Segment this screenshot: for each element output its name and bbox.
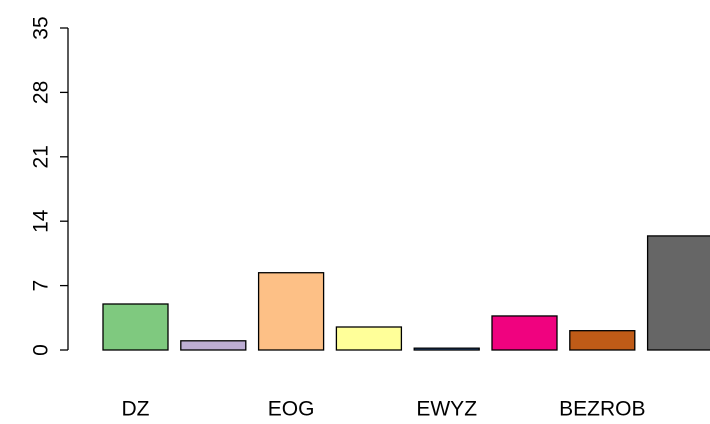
y-tick-label: 14 — [30, 209, 53, 233]
bar — [257, 272, 325, 351]
x-tick-label: EWYZ — [416, 398, 477, 421]
y-tick-label: 35 — [30, 16, 53, 39]
y-tick-label: 7 — [30, 280, 53, 292]
bar — [102, 303, 169, 351]
x-tick-label: DZ — [122, 398, 150, 421]
bar — [335, 326, 403, 351]
bar — [569, 330, 636, 351]
y-tick-label: 21 — [30, 145, 53, 168]
y-tick-label: 0 — [30, 344, 53, 356]
bar — [413, 347, 480, 351]
y-tick-label: 28 — [30, 81, 53, 104]
bar — [491, 315, 558, 351]
bar — [180, 340, 247, 351]
x-tick-label: EOG — [268, 398, 315, 421]
x-tick-label: BEZROB — [559, 398, 645, 421]
bar — [646, 235, 710, 351]
